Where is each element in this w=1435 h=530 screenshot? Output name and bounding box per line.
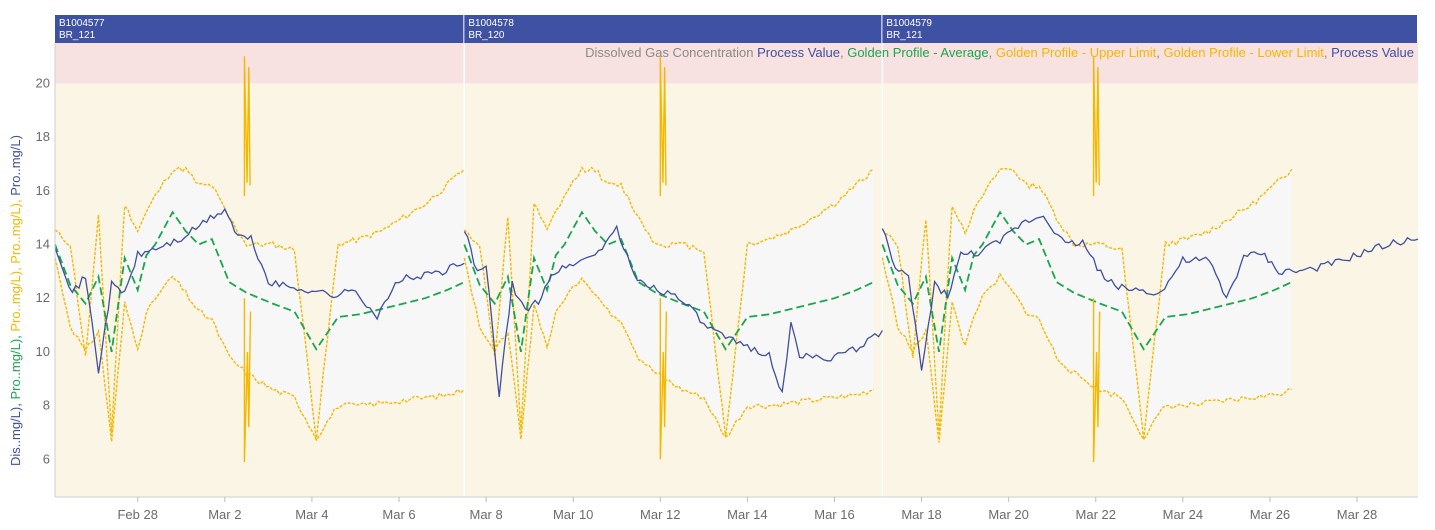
lower-spike <box>1092 298 1101 463</box>
x-tick-label: Mar 20 <box>988 507 1028 522</box>
y-tick-label: 12 <box>36 290 50 305</box>
x-tick-label: Mar 6 <box>382 507 415 522</box>
chart-title: Dissolved Gas Concentration Process Valu… <box>585 45 1414 60</box>
x-tick-label: Mar 8 <box>469 507 502 522</box>
title-part: Process Value <box>757 45 840 60</box>
y-tick-label: 6 <box>43 451 50 466</box>
x-tick-label: Mar 12 <box>640 507 680 522</box>
y-tick-label: 16 <box>36 183 50 198</box>
batch-bar <box>882 15 1417 43</box>
upper-spike <box>659 56 667 197</box>
x-tick-label: Mar 26 <box>1250 507 1290 522</box>
y-tick-label: 8 <box>43 398 50 413</box>
upper-limit-line <box>54 166 465 441</box>
batch-name: BR_120 <box>468 30 505 41</box>
x-tick-label: Mar 10 <box>553 507 593 522</box>
golden-band <box>464 169 874 441</box>
upper-limit-line <box>881 167 1293 440</box>
ylabel-part: Pro..mg/L), <box>8 332 23 400</box>
title-part: Dissolved Gas Concentration <box>585 45 757 60</box>
average-line <box>881 210 1293 353</box>
x-tick-label: Mar 22 <box>1076 507 1116 522</box>
average-line <box>54 210 465 353</box>
golden-band <box>882 169 1292 441</box>
batch-name: BR_121 <box>59 30 96 41</box>
x-tick-label: Mar 4 <box>295 507 328 522</box>
y-tick-label: 14 <box>36 236 50 251</box>
title-part: Golden Profile - Upper Limit <box>996 45 1157 60</box>
ylabel-part: Pro..mg/L), <box>8 196 23 264</box>
golden-band <box>55 169 465 441</box>
x-tick-label: Mar 14 <box>727 507 767 522</box>
y-tick-label: 10 <box>36 344 50 359</box>
title-part: Golden Profile - Lower Limit <box>1164 45 1325 60</box>
title-part: Process Value <box>1331 45 1414 60</box>
x-tick-label: Feb 28 <box>117 507 157 522</box>
batch-bar <box>464 15 882 43</box>
lower-limit-line <box>54 258 465 442</box>
y-tick-label: 20 <box>36 75 50 90</box>
upper-limit-line <box>463 166 875 438</box>
lower-limit-line <box>881 257 1292 443</box>
lower-limit-line <box>463 257 874 440</box>
series-layer <box>54 56 1419 463</box>
lower-spike <box>659 298 668 460</box>
title-part: Golden Profile - Average <box>847 45 988 60</box>
x-tick-label: Mar 2 <box>208 507 241 522</box>
x-tick-label: Mar 18 <box>901 507 941 522</box>
batch-id: B1004577 <box>59 18 105 29</box>
x-tick-label: Mar 16 <box>814 507 854 522</box>
process-value-line <box>463 224 883 398</box>
title-part: , <box>1156 45 1163 60</box>
batch-id: B1004579 <box>886 18 932 29</box>
batch-name: BR_121 <box>886 30 923 41</box>
x-tick-label: Mar 24 <box>1163 507 1203 522</box>
golden-profile-bands <box>55 169 1292 441</box>
title-part: , <box>840 45 847 60</box>
axes: 6 8 10 12 14 16 18 20 Feb 28 Mar 2 Mar 4 Mar 6 Mar 8… <box>36 43 1418 522</box>
process-value-line <box>881 215 1419 371</box>
upper-spike <box>243 56 251 197</box>
batch-bar <box>55 15 464 43</box>
ylabel-part: Dis..mg/L), <box>8 400 23 466</box>
title-part: , <box>1324 45 1331 60</box>
x-tick-label: Mar 28 <box>1337 507 1377 522</box>
process-value-line <box>54 207 465 374</box>
ylabel-part: Pro..mg/L), <box>8 264 23 332</box>
upper-spike <box>1092 56 1100 197</box>
y-axis-label: Dis..mg/L), Pro..mg/L), Pro..mg/L), Pro.… <box>8 135 23 466</box>
batch-id: B1004578 <box>468 18 514 29</box>
alarm-zone <box>55 43 1418 84</box>
batch-dividers <box>463 43 884 497</box>
average-line <box>463 210 875 353</box>
lower-spike <box>243 298 252 463</box>
ylabel-part: Pro..mg/L) <box>8 135 23 196</box>
title-part: , <box>989 45 996 60</box>
y-tick-label: 18 <box>36 129 50 144</box>
batch-header: B1004577BR_121B1004578BR_120B1004579BR_1… <box>55 15 1417 43</box>
